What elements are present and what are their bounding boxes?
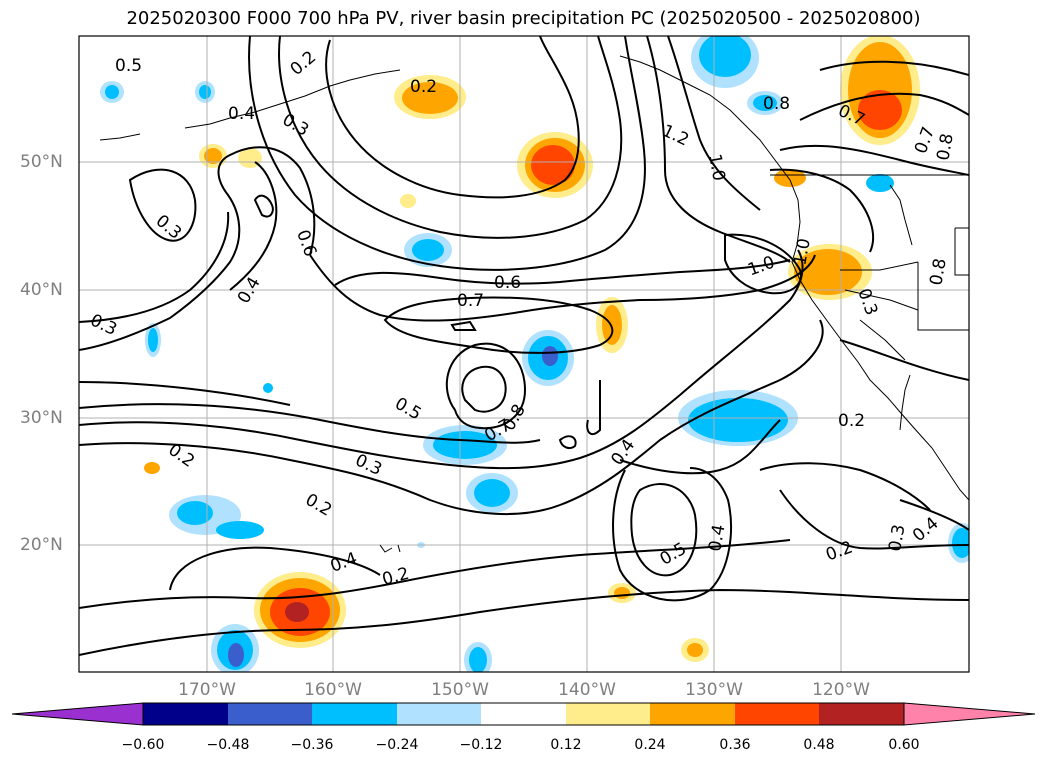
contour-label: 0.6 <box>292 227 320 259</box>
pv-contours <box>79 36 969 656</box>
contour-label: 0.3 <box>87 310 120 340</box>
contour-label: 0.2 <box>410 77 437 97</box>
colorbar-extend-low <box>11 702 144 726</box>
colorbar-tick: −0.12 <box>459 737 503 753</box>
contour-label: 0.3 <box>853 286 881 318</box>
contour-label: 0.2 <box>838 411 865 431</box>
colorbar-tick: −0.60 <box>121 737 165 753</box>
contour-label: 0.4 <box>909 513 943 546</box>
contour-label: 0.7 <box>457 291 484 311</box>
contour-label: 0.4 <box>234 274 265 307</box>
lon-label: 150°W <box>431 680 489 700</box>
contour-label: 0.8 <box>763 94 790 114</box>
coastlines <box>99 55 969 553</box>
map-title: 2025020300 F000 700 hPa PV, river basin … <box>126 8 921 29</box>
colorbar <box>11 702 1036 726</box>
lon-label: 160°W <box>304 680 362 700</box>
contour-label: 1.0 <box>790 237 814 267</box>
contour-label: 0.8 <box>933 132 957 162</box>
contour-label: 0.4 <box>705 523 729 553</box>
colorbar-tick: 0.48 <box>803 737 835 753</box>
contour-label: 1.0 <box>745 252 777 280</box>
contour-label: 0.2 <box>823 537 855 565</box>
colorbar-tick: 0.12 <box>550 737 582 753</box>
contour-label: 1.0 <box>704 152 728 182</box>
map-frame <box>78 35 970 673</box>
contour-label: 0.2 <box>302 490 335 521</box>
contour-label: 0.2 <box>287 47 321 80</box>
lat-label: 40°N <box>20 280 63 300</box>
lat-label: 30°N <box>20 408 63 428</box>
lon-label: 130°W <box>685 680 743 700</box>
lon-label: 120°W <box>812 680 870 700</box>
contour-label: 0.5 <box>391 394 424 425</box>
contour-label: 0.5 <box>115 56 142 76</box>
contour-label: 0.8 <box>926 257 950 287</box>
colorbar-tick: −0.48 <box>206 737 250 753</box>
contour-label: 0.6 <box>494 273 521 293</box>
lon-label: 170°W <box>178 680 236 700</box>
colorbar-tick: 0.36 <box>719 737 751 753</box>
contour-label: 0.3 <box>279 110 312 141</box>
lat-label: 50°N <box>20 152 63 172</box>
lon-label: 140°W <box>558 680 616 700</box>
colorbar-extend-high <box>903 702 1036 726</box>
contour-label: 0.4 <box>228 104 255 124</box>
colorbar-tick: −0.24 <box>375 737 419 753</box>
contour-label: 0.2 <box>380 564 411 590</box>
colorbar-tick: 0.24 <box>634 737 666 753</box>
negative-anomaly-blobs <box>100 36 969 672</box>
lat-label: 20°N <box>20 535 63 555</box>
colorbar-tick: −0.36 <box>290 737 334 753</box>
colorbar-tick: 0.60 <box>888 737 920 753</box>
contour-label: 0.3 <box>885 523 909 553</box>
